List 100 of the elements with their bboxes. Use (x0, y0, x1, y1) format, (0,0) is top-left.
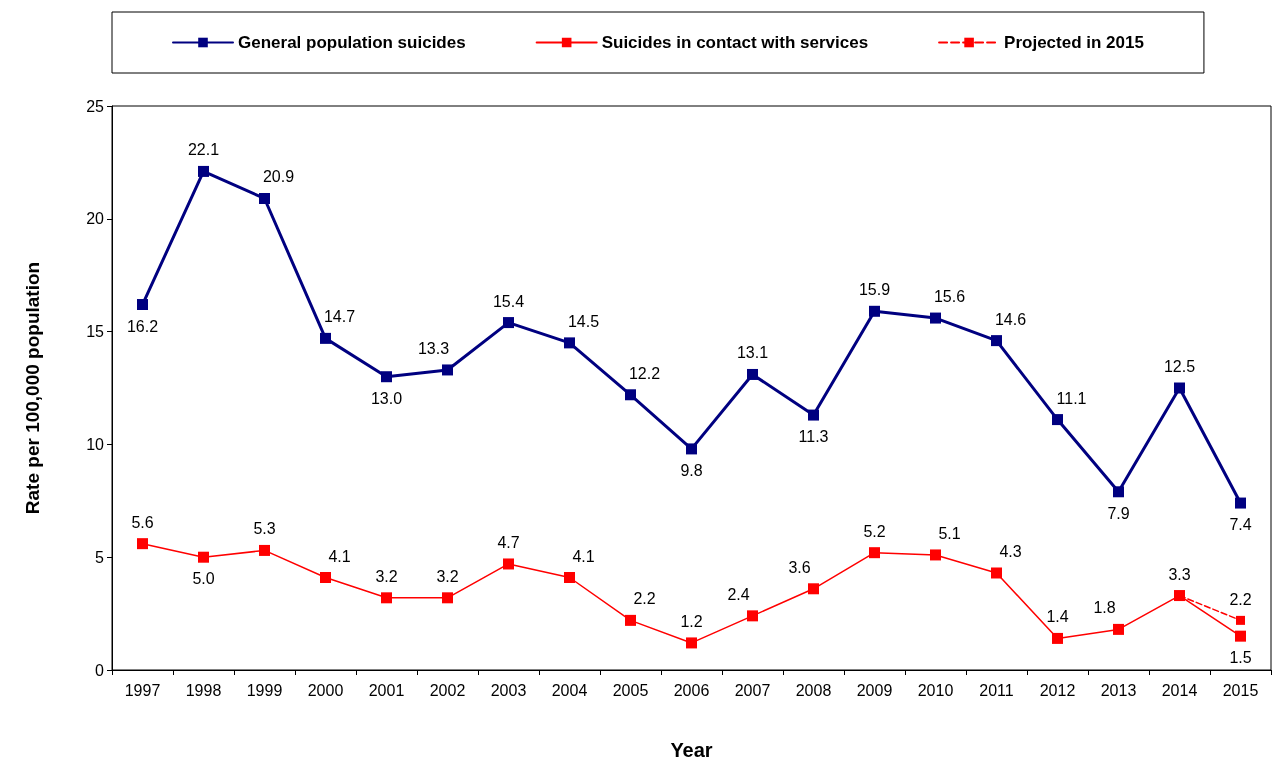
point (1174, 382, 1185, 394)
data-label: 7.4 (1229, 516, 1252, 534)
data-label: 16.2 (126, 317, 159, 335)
point (320, 572, 331, 583)
point (625, 614, 636, 626)
data-label: 5.1 (938, 524, 961, 542)
data-label: 4.7 (497, 533, 520, 551)
data-label: 3.2 (375, 567, 398, 585)
data-label: 3.3 (1168, 565, 1191, 583)
data-label: 5.0 (192, 570, 215, 588)
point (686, 637, 697, 649)
x-tick-label: 2014 (1161, 681, 1198, 699)
point (198, 165, 209, 177)
data-label: 3.2 (436, 567, 459, 585)
point (137, 538, 148, 550)
data-label: 1.2 (680, 612, 703, 630)
data-label: 11.1 (1056, 389, 1087, 407)
point (198, 551, 209, 563)
x-tick-label: 2003 (490, 681, 527, 699)
data-label: 2.4 (727, 585, 750, 603)
point (1236, 615, 1245, 625)
point (503, 558, 514, 570)
data-label: 20.9 (262, 168, 295, 186)
data-label: 13.3 (417, 339, 450, 357)
x-axis-title: Year (670, 739, 713, 761)
data-label: 11.3 (798, 428, 829, 446)
point (808, 583, 819, 595)
data-label: 2.2 (1229, 591, 1252, 609)
point (1235, 497, 1246, 509)
point (320, 332, 331, 344)
legend-label: General population suicides (238, 33, 466, 52)
data-label: 15.9 (858, 281, 891, 299)
y-tick-label: 5 (95, 548, 105, 566)
point (747, 610, 758, 622)
data-label: 7.9 (1107, 504, 1130, 522)
point (259, 544, 270, 556)
x-tick-label: 1997 (124, 681, 161, 699)
x-tick-label: 2001 (368, 681, 405, 699)
data-label: 1.5 (1229, 649, 1252, 667)
legend-label: Projected in 2015 (1004, 33, 1144, 52)
point (137, 299, 148, 311)
data-label: 5.2 (863, 522, 886, 540)
legend-label: Suicides in contact with services (601, 33, 869, 52)
point (686, 443, 697, 455)
data-label: 9.8 (680, 461, 703, 479)
point (1113, 623, 1124, 635)
x-tick-label: 2009 (856, 681, 893, 699)
point (869, 547, 880, 559)
y-tick-label: 0 (95, 661, 105, 679)
data-label: 12.5 (1163, 358, 1196, 375)
x-tick-label: 2015 (1222, 681, 1259, 699)
point (747, 368, 758, 380)
data-label: 1.8 (1093, 599, 1116, 617)
y-tick-label: 15 (86, 323, 105, 341)
data-label: 1.4 (1046, 608, 1069, 626)
y-tick-label: 20 (86, 210, 105, 228)
data-label: 15.6 (933, 288, 966, 306)
point (930, 549, 941, 561)
data-label: 5.3 (253, 520, 276, 538)
data-label: 14.6 (994, 310, 1027, 328)
point (991, 335, 1002, 347)
point (564, 572, 575, 583)
x-tick-label: 2000 (307, 681, 344, 699)
point (625, 389, 636, 401)
data-label: 22.1 (187, 141, 220, 159)
x-tick-label: 2013 (1100, 681, 1137, 699)
data-label: 12.2 (628, 364, 661, 382)
data-label: 4.1 (328, 547, 351, 565)
y-tick-label: 25 (86, 97, 105, 115)
y-tick-label: 10 (86, 435, 105, 453)
point (503, 317, 514, 329)
point (442, 364, 453, 376)
data-label: 4.1 (572, 547, 595, 565)
data-label: 2.2 (633, 590, 656, 608)
x-tick-label: 2007 (734, 681, 771, 699)
data-label: 14.7 (323, 308, 356, 326)
x-tick-label: 2011 (979, 681, 1014, 699)
point (259, 193, 270, 204)
data-label: 13.0 (370, 389, 403, 407)
data-label: 5.6 (131, 513, 154, 531)
x-tick-label: 2002 (429, 681, 466, 699)
x-tick-label: 1999 (246, 681, 283, 699)
x-tick-label: 2006 (673, 681, 710, 699)
point (930, 312, 941, 324)
point (442, 592, 453, 604)
x-tick-label: 1998 (185, 681, 222, 699)
point (1052, 632, 1063, 644)
point (381, 592, 392, 604)
point (1113, 486, 1124, 498)
point (564, 337, 575, 349)
x-tick-label: 2004 (551, 681, 588, 699)
point (1235, 630, 1246, 642)
x-tick-label: 2012 (1039, 681, 1076, 699)
point (1052, 414, 1063, 426)
point (808, 409, 819, 421)
data-label: 15.4 (492, 292, 525, 310)
x-tick-label: 2008 (795, 681, 832, 699)
data-label: 3.6 (788, 558, 811, 576)
point (991, 567, 1002, 579)
y-axis-title: Rate per 100,000 population (22, 261, 43, 515)
